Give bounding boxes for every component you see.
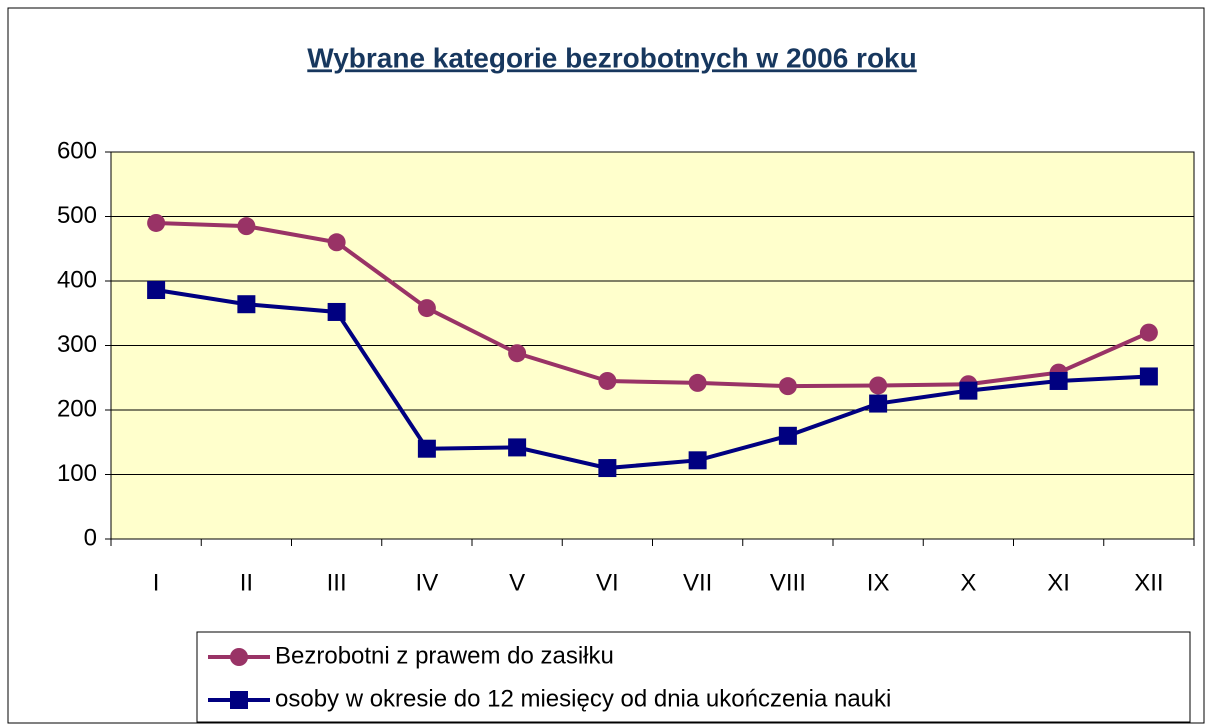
point bbox=[1139, 323, 1158, 342]
point bbox=[327, 233, 346, 252]
x-tick-label: X bbox=[960, 569, 976, 596]
x-tick-label: V bbox=[509, 569, 525, 596]
point bbox=[417, 299, 436, 318]
y-tick-label: 500 bbox=[57, 202, 97, 229]
series-line bbox=[155, 288, 1149, 471]
point bbox=[508, 344, 527, 363]
legend-label: Bezrobotni z prawem do zasiłku bbox=[275, 642, 614, 669]
x-tick-label: VI bbox=[596, 569, 619, 596]
y-tick-label: 0 bbox=[84, 524, 97, 551]
point bbox=[1139, 367, 1158, 386]
x-tick-label: VIII bbox=[770, 569, 806, 596]
point bbox=[417, 439, 436, 458]
x-tick-label: II bbox=[240, 569, 253, 596]
y-tick-label: 600 bbox=[57, 137, 97, 164]
x-tick-label: IV bbox=[416, 569, 439, 596]
point bbox=[237, 217, 256, 236]
y-tick-label: 100 bbox=[57, 460, 97, 487]
chart-title: Wybrane kategorie bezrobotnych w 2006 ro… bbox=[307, 42, 916, 73]
point bbox=[688, 451, 707, 470]
legend-label: osoby w okresie do 12 miesięcy od dnia u… bbox=[275, 685, 891, 712]
series-line bbox=[156, 220, 1150, 389]
point bbox=[869, 394, 888, 413]
y-tick-label: 300 bbox=[57, 331, 97, 358]
point bbox=[869, 376, 888, 395]
point bbox=[147, 213, 166, 232]
point bbox=[778, 426, 797, 445]
point bbox=[778, 377, 797, 396]
point bbox=[688, 373, 707, 392]
legend bbox=[196, 631, 1191, 723]
point bbox=[237, 295, 256, 314]
point bbox=[1049, 371, 1068, 390]
y-tick-label: 400 bbox=[57, 266, 97, 293]
point bbox=[598, 371, 617, 390]
legend-marker bbox=[230, 691, 248, 709]
point bbox=[598, 459, 617, 478]
x-tick-label: IX bbox=[867, 569, 890, 596]
x-tick-label: XI bbox=[1047, 569, 1070, 596]
point bbox=[147, 281, 166, 300]
point bbox=[327, 302, 346, 321]
y-tick-label: 200 bbox=[57, 395, 97, 422]
x-tick-label: I bbox=[153, 569, 160, 596]
x-tick-label: VII bbox=[683, 569, 712, 596]
legend-marker bbox=[230, 648, 248, 666]
point bbox=[508, 438, 527, 457]
x-tick-label: III bbox=[327, 569, 347, 596]
x-tick-label: XII bbox=[1134, 569, 1163, 596]
point bbox=[959, 381, 978, 400]
